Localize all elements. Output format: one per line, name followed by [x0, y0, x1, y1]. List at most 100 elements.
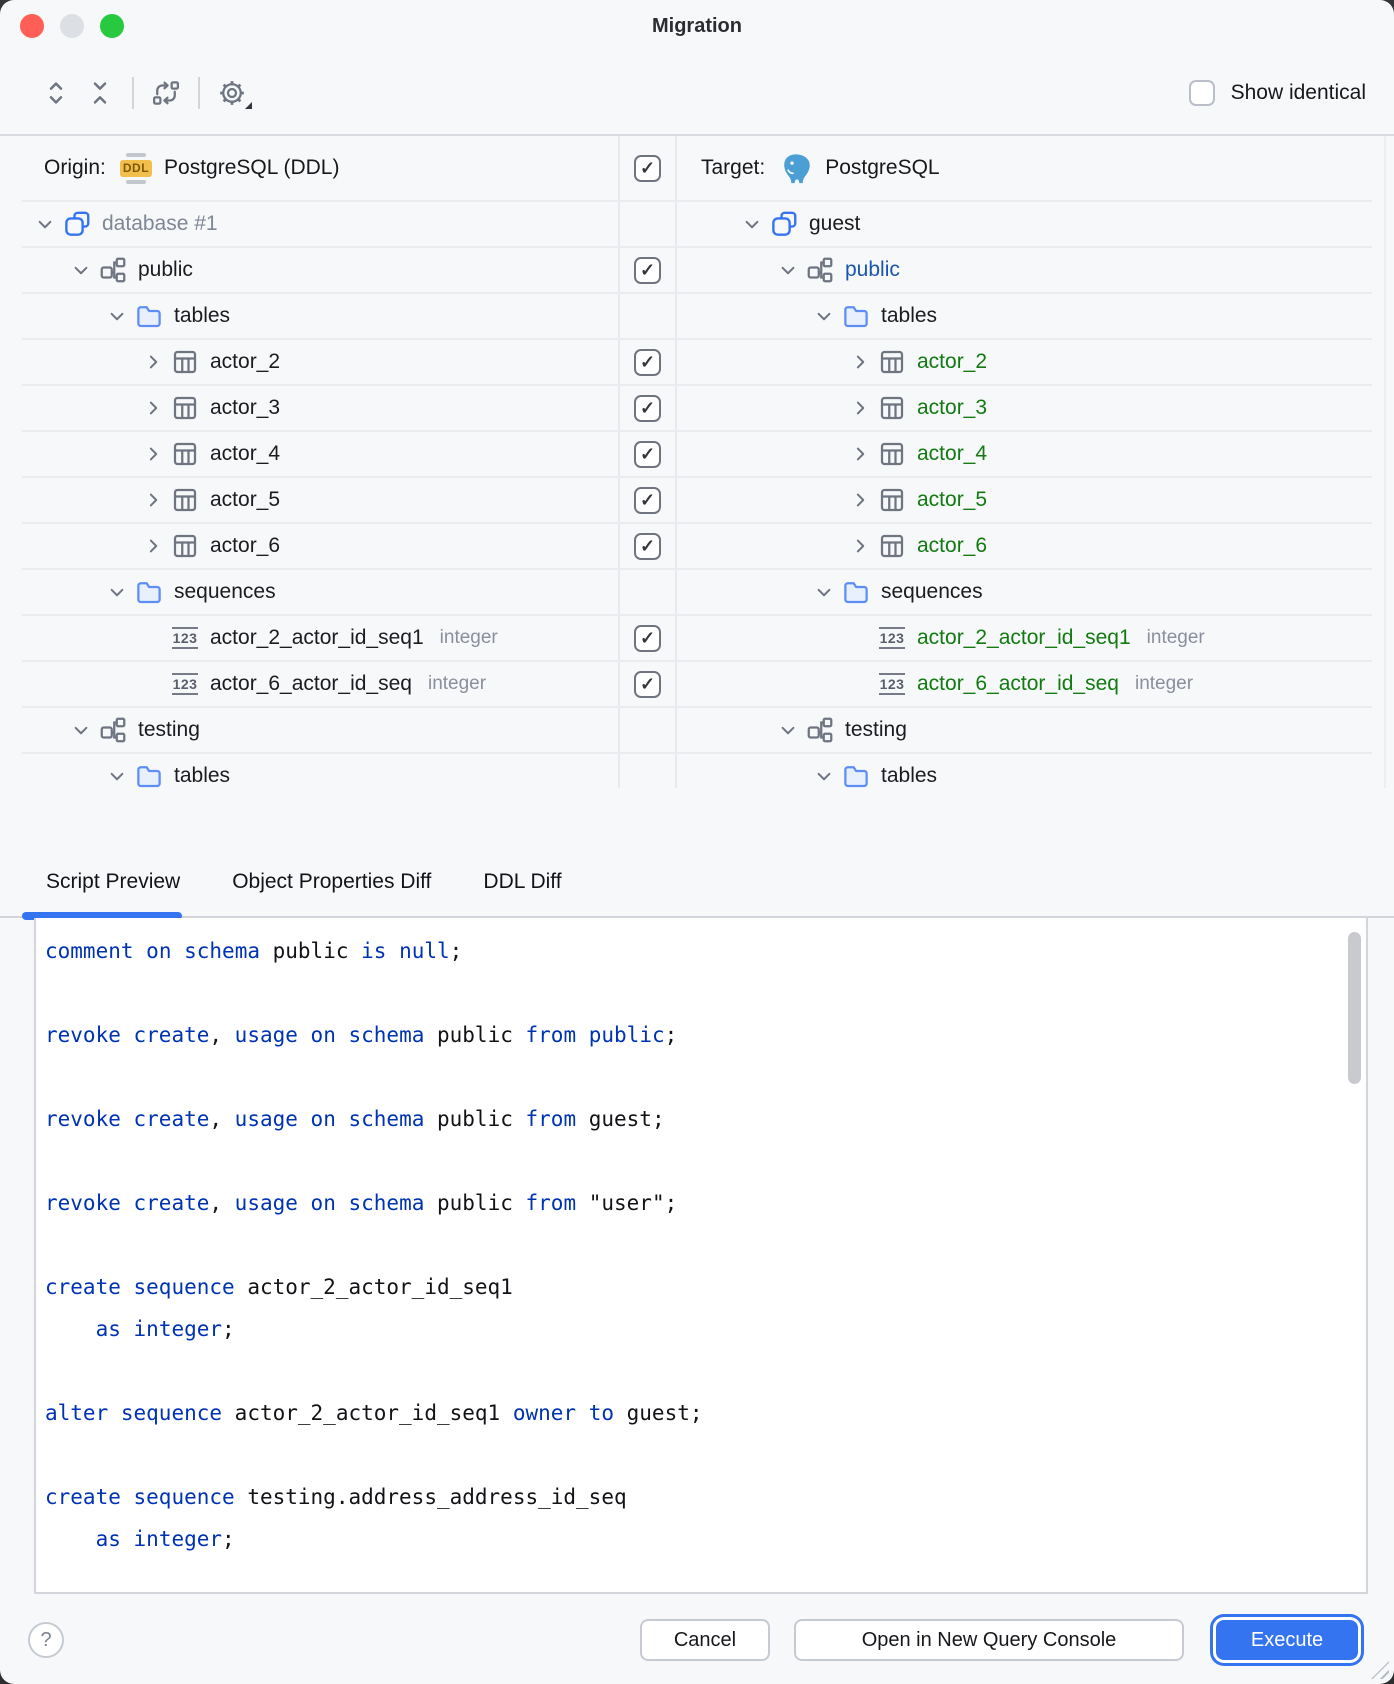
cancel-button[interactable]: Cancel	[640, 1619, 770, 1661]
code-scrollbar-thumb[interactable]	[1348, 932, 1361, 1084]
tree-row[interactable]: tables tables	[22, 754, 1372, 788]
row-checkbox[interactable]: ✓	[634, 624, 661, 652]
node-label: tables	[881, 764, 938, 787]
table-icon	[168, 484, 202, 516]
chevron-right-icon[interactable]	[845, 347, 875, 377]
swap-source-target-button[interactable]	[144, 73, 188, 113]
chevron-down-icon[interactable]	[809, 577, 839, 607]
seq-icon: 123	[875, 668, 909, 700]
row-checkbox[interactable]: ✓	[634, 256, 661, 284]
row-checkbox[interactable]: ✓	[634, 440, 661, 468]
active-tab-indicator	[22, 912, 183, 920]
tree-row[interactable]: testing testing	[22, 708, 1372, 754]
minimize-window-button[interactable]	[60, 14, 84, 38]
tree-header: Origin: DDL PostgreSQL (DDL) ✓ Target:	[22, 136, 1372, 202]
chevron-down-icon[interactable]	[102, 577, 132, 607]
origin-cell: database #1	[22, 202, 618, 246]
expand-all-button[interactable]	[34, 73, 78, 113]
settings-button[interactable]	[210, 73, 254, 113]
chevron-right-icon[interactable]	[138, 531, 168, 561]
node-label: actor_5	[917, 488, 988, 511]
checkbox-cell: ✓	[618, 662, 677, 706]
chevron-right-icon[interactable]	[138, 439, 168, 469]
tree-row[interactable]: 123 actor_6_actor_id_seq integer ✓ 123 actor_…	[22, 662, 1372, 708]
code-line	[45, 1056, 1366, 1098]
row-checkbox[interactable]: ✓	[634, 486, 661, 514]
select-all-checkbox[interactable]: ✓	[634, 154, 661, 182]
chevron-spacer	[845, 623, 875, 653]
chevron-down-icon[interactable]	[773, 255, 803, 285]
chevron-down-icon[interactable]	[30, 209, 60, 239]
help-button[interactable]: ?	[28, 1622, 64, 1658]
tab-ddl-diff[interactable]: DDL Diff	[483, 870, 562, 893]
chevron-down-icon[interactable]	[737, 209, 767, 239]
node-label: actor_5	[210, 488, 281, 511]
show-identical-label: Show identical	[1230, 81, 1366, 104]
chevron-down-icon[interactable]	[809, 761, 839, 788]
origin-cell: sequences	[22, 570, 618, 614]
chevron-down-icon[interactable]	[102, 301, 132, 331]
node-label: actor_2	[210, 350, 281, 373]
chevron-right-icon[interactable]	[138, 485, 168, 515]
node-label: actor_4	[917, 442, 988, 465]
tree-row[interactable]: public ✓ public	[22, 248, 1372, 294]
chevron-down-icon[interactable]	[66, 255, 96, 285]
schema-icon	[803, 254, 837, 286]
table-icon	[875, 392, 909, 424]
chevron-down-icon[interactable]	[102, 761, 132, 788]
chevron-spacer	[138, 623, 168, 653]
chevron-right-icon[interactable]	[138, 347, 168, 377]
origin-header: Origin: DDL PostgreSQL (DDL)	[22, 136, 618, 200]
target-header: Target: PostgreSQL	[677, 136, 1372, 200]
chevron-down-icon[interactable]	[773, 715, 803, 745]
tree-row[interactable]: actor_5 ✓ actor_5	[22, 478, 1372, 524]
show-identical-toggle[interactable]: Show identical	[1188, 80, 1366, 106]
chevron-right-icon[interactable]	[138, 393, 168, 423]
folder-icon	[132, 760, 166, 788]
tree-row[interactable]: actor_4 ✓ actor_4	[22, 432, 1372, 478]
row-checkbox[interactable]: ✓	[634, 394, 661, 422]
tree-scrollbar[interactable]	[1384, 136, 1386, 788]
tree-row[interactable]: tables tables	[22, 294, 1372, 340]
swap-icon	[153, 81, 179, 105]
origin-cell: public	[22, 248, 618, 292]
node-label: actor_3	[917, 396, 988, 419]
tree-row[interactable]: actor_6 ✓ actor_6	[22, 524, 1372, 570]
node-label: tables	[174, 304, 231, 327]
collapse-all-button[interactable]	[78, 73, 122, 113]
tab-script-preview[interactable]: Script Preview	[22, 870, 183, 920]
origin-cell: actor_2	[22, 340, 618, 384]
origin-cell: actor_3	[22, 386, 618, 430]
checkbox-cell	[618, 202, 677, 246]
open-in-new-query-console-button[interactable]: Open in New Query Console	[794, 1619, 1184, 1661]
seq-icon: 123	[168, 622, 202, 654]
tree-row[interactable]: actor_2 ✓ actor_2	[22, 340, 1372, 386]
chevron-right-icon[interactable]	[845, 393, 875, 423]
node-label: sequences	[881, 580, 983, 603]
tree-row[interactable]: sequences sequences	[22, 570, 1372, 616]
chevron-right-icon[interactable]	[845, 531, 875, 561]
show-identical-checkbox[interactable]	[1188, 80, 1215, 106]
node-label: tables	[881, 304, 938, 327]
chevron-right-icon[interactable]	[845, 439, 875, 469]
schema-icon	[96, 254, 130, 286]
folder-icon	[839, 300, 873, 332]
zoom-window-button[interactable]	[100, 14, 124, 38]
row-checkbox[interactable]: ✓	[634, 348, 661, 376]
row-checkbox[interactable]: ✓	[634, 532, 661, 560]
tree-row[interactable]: database #1 guest	[22, 202, 1372, 248]
postgresql-icon	[784, 154, 810, 184]
target-cell: actor_5	[677, 478, 1372, 522]
close-window-button[interactable]	[20, 14, 44, 38]
chevron-down-icon[interactable]	[809, 301, 839, 331]
target-cell: sequences	[677, 570, 1372, 614]
row-checkbox[interactable]: ✓	[634, 670, 661, 698]
target-cell: public	[677, 248, 1372, 292]
tab-object-properties-diff[interactable]: Object Properties Diff	[232, 870, 432, 893]
execute-button[interactable]: Execute	[1216, 1620, 1358, 1660]
tree-row[interactable]: 123 actor_2_actor_id_seq1 integer ✓ 123 actor…	[22, 616, 1372, 662]
chevron-down-icon[interactable]	[66, 715, 96, 745]
chevron-right-icon[interactable]	[845, 485, 875, 515]
target-cell: tables	[677, 294, 1372, 338]
tree-row[interactable]: actor_3 ✓ actor_3	[22, 386, 1372, 432]
